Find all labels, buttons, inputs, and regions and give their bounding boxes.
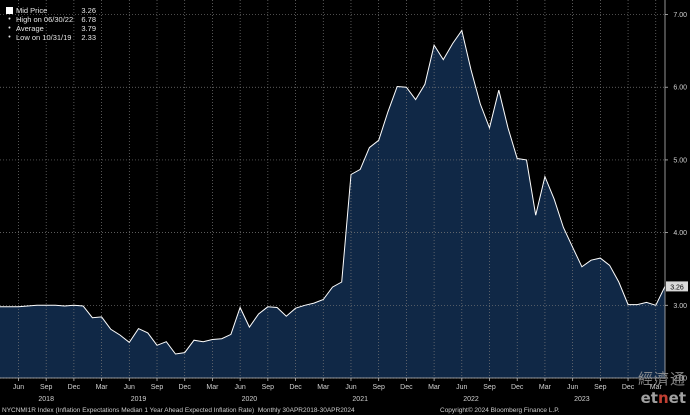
x-tick-label: Mar [428, 384, 441, 391]
x-tick-label: Sep [262, 384, 275, 391]
watermark-logo: etnet [640, 389, 686, 407]
legend-item: • Average 3.79 [6, 24, 96, 33]
last-price-label: 3.26 [670, 284, 684, 291]
x-tick-label: Jun [234, 384, 245, 391]
legend-square-icon [6, 7, 13, 14]
y-tick-label: 6.00 [673, 85, 687, 92]
x-year-label: 2019 [131, 396, 147, 403]
footer-source: NYCNMI1R Index (Inflation Expectations M… [2, 407, 355, 414]
legend-dot-icon: • [8, 16, 11, 23]
legend-dot-icon: • [8, 34, 11, 41]
y-tick-label: 7.00 [673, 12, 687, 19]
x-tick-label: Sep [594, 384, 607, 391]
legend-item: • Low on 10/31/19 2.33 [6, 33, 96, 42]
legend-label: High on 06/30/22 [16, 15, 74, 24]
y-tick-label: 4.00 [673, 230, 687, 237]
x-tick-label: Sep [40, 384, 53, 391]
x-tick-label: Dec [68, 384, 81, 391]
x-tick-label: Mar [96, 384, 109, 391]
y-tick-label: 2.00 [673, 376, 687, 383]
x-tick-label: Mar [650, 384, 663, 391]
x-tick-label: Mar [317, 384, 330, 391]
x-tick-label: Jun [567, 384, 578, 391]
x-year-label: 2023 [574, 396, 590, 403]
legend-label: Mid Price [16, 6, 48, 15]
x-tick-label: Sep [372, 384, 385, 391]
legend-item: Mid Price 3.26 [6, 6, 96, 15]
legend-value: 6.78 [81, 15, 96, 24]
x-tick-label: Dec [622, 384, 635, 391]
series-area [0, 30, 665, 378]
x-tick-label: Sep [483, 384, 496, 391]
x-tick-label: Sep [151, 384, 164, 391]
x-tick-label: Dec [511, 384, 524, 391]
y-tick-label: 5.00 [673, 157, 687, 164]
last-price-box [666, 281, 688, 292]
x-tick-label: Dec [400, 384, 413, 391]
watermark-chinese: 經濟通 [637, 370, 686, 388]
x-tick-label: Mar [206, 384, 219, 391]
legend: Mid Price 3.26 • High on 06/30/22 6.78 • Avera… [6, 6, 96, 42]
x-year-label: 2022 [463, 396, 479, 403]
x-tick-label: Jun [124, 384, 135, 391]
legend-value: 3.79 [81, 24, 96, 33]
x-year-label: 2018 [38, 396, 54, 403]
x-tick-label: Mar [539, 384, 552, 391]
footer-copyright: Copyright© 2024 Bloomberg Finance L.P. [440, 407, 560, 414]
x-tick-label: Dec [289, 384, 302, 391]
x-year-label: 2021 [352, 396, 368, 403]
y-tick-label: 3.00 [673, 303, 687, 310]
series-line [0, 29, 666, 355]
legend-value: 3.26 [81, 6, 96, 15]
legend-value: 2.33 [81, 33, 96, 42]
x-tick-label: Jun [13, 384, 24, 391]
x-tick-label: Jun [456, 384, 467, 391]
legend-dot-icon: • [8, 25, 11, 32]
x-tick-label: Jun [345, 384, 356, 391]
legend-label: Average [16, 24, 44, 33]
legend-item: • High on 06/30/22 6.78 [6, 15, 96, 24]
watermark: 經濟通 etnet [638, 368, 686, 407]
x-tick-label: Dec [178, 384, 191, 391]
legend-label: Low on 10/31/19 [16, 33, 72, 42]
x-year-label: 2020 [242, 396, 258, 403]
